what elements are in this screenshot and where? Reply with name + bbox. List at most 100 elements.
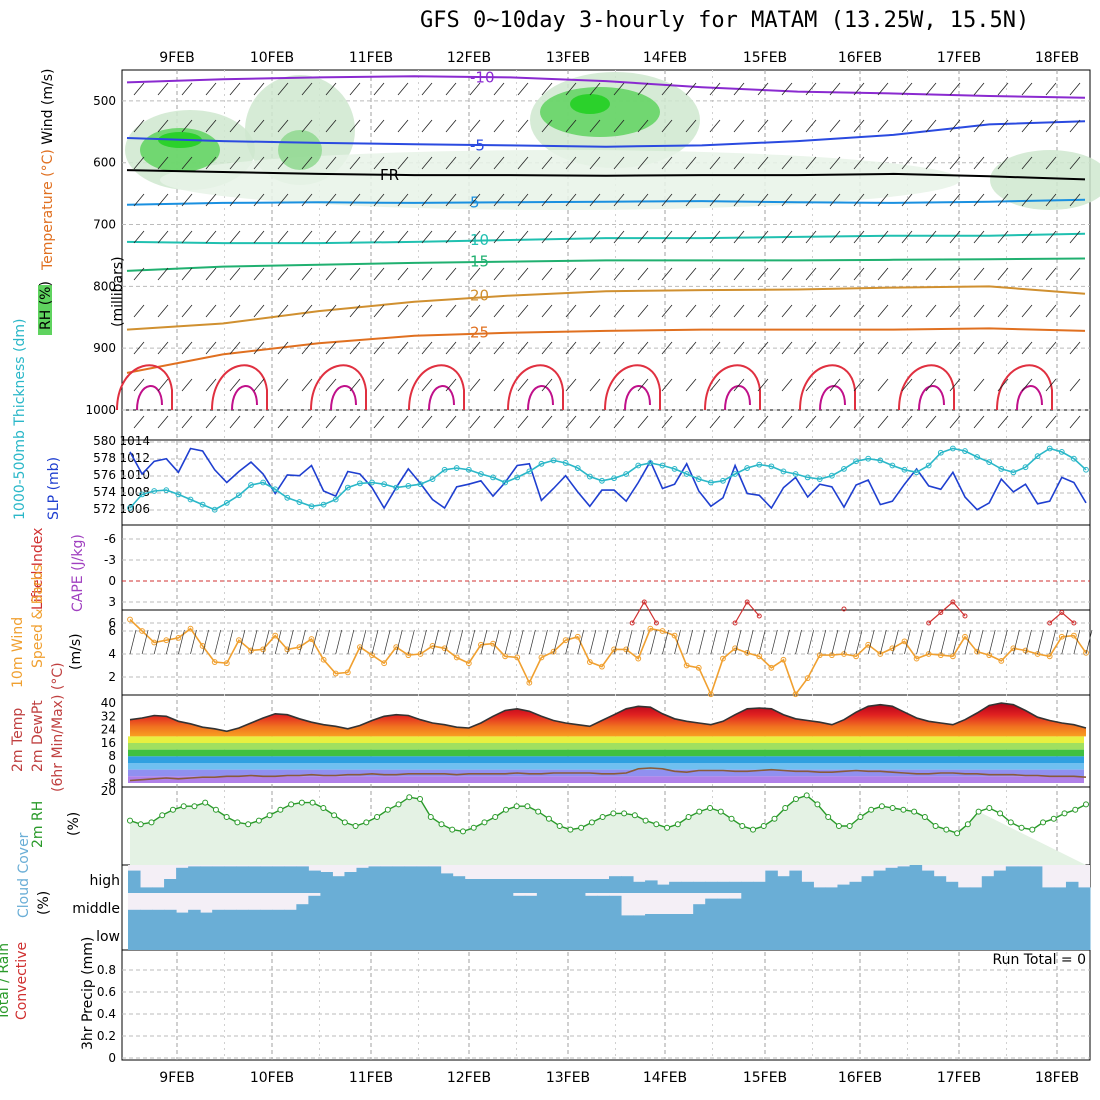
rh-point	[137, 821, 144, 828]
wind-barb	[493, 82, 505, 96]
wind-barb	[133, 415, 145, 429]
wind-barb	[493, 341, 505, 355]
wind-barb	[997, 156, 1009, 170]
rh-point	[288, 801, 295, 808]
wind-barb	[733, 304, 745, 318]
cloud-bar-high	[152, 887, 165, 893]
temp-tick: 16	[101, 736, 116, 750]
thickness-line-point	[768, 463, 775, 470]
wind-barb	[1045, 415, 1057, 429]
wind-barb	[661, 82, 673, 96]
cloud-bar-high	[753, 881, 766, 893]
cloud-bar-low	[657, 921, 670, 950]
surface-wind-barb	[577, 629, 585, 655]
wind-speed-line-point	[671, 632, 678, 639]
date-label-top: 18FEB	[1035, 50, 1079, 66]
thickness-line-point	[841, 466, 847, 472]
cloud-bar-low	[753, 921, 766, 950]
wind-barb	[829, 193, 841, 207]
rh-point	[1083, 801, 1089, 808]
rh-point	[717, 808, 724, 815]
rh-point	[857, 814, 864, 820]
wind-barb	[349, 193, 361, 207]
wind-speed-line-point	[417, 651, 424, 657]
wind-barb	[349, 82, 361, 96]
wind-barb	[781, 341, 793, 355]
wind-speed-line-point	[187, 625, 194, 632]
cloud-bar-high	[801, 881, 814, 893]
wind-speed-line-point	[744, 649, 751, 656]
thickness-line-point	[127, 505, 133, 511]
wind-barb	[685, 156, 697, 170]
wind-barb	[973, 341, 985, 355]
slp-tick: 1012	[119, 451, 150, 465]
hot-contour	[624, 385, 651, 411]
isotherm-25	[126, 327, 1086, 374]
wind-barb	[973, 230, 985, 244]
wind-barb	[301, 230, 313, 244]
wind-speed-line-point	[586, 659, 593, 665]
surface-wind-barb	[613, 629, 621, 655]
wind-barb	[757, 82, 769, 96]
cloud-bar-low	[380, 921, 394, 950]
wind-barb	[565, 304, 577, 318]
wind-barb	[469, 230, 481, 244]
cloud-bar-low	[476, 921, 490, 950]
wind-barb	[877, 267, 889, 281]
wind-barb	[973, 267, 985, 281]
date-label-bottom: 14FEB	[643, 1070, 687, 1086]
wind-barb	[349, 267, 361, 281]
wind-speed-line-point	[223, 660, 230, 667]
wind-barb	[133, 156, 145, 170]
precip-tick: 0.6	[97, 985, 116, 999]
wind-barb	[661, 378, 673, 392]
wind-barb	[205, 193, 217, 207]
cloud-bar-high	[825, 887, 838, 893]
isotherm-label: 20	[470, 287, 489, 305]
cloud-bar-middle	[1077, 893, 1091, 921]
cloud-bar-low	[705, 921, 718, 950]
cloud-bar-high	[1077, 887, 1091, 893]
wind-barb	[637, 341, 649, 355]
cloud-bar-low	[368, 921, 382, 950]
surface-wind-barb	[940, 629, 948, 655]
surface-wind-barb	[686, 629, 693, 655]
thickness-line-point	[332, 496, 339, 503]
cloud-bar-high	[645, 880, 658, 893]
wind-speed-line-point	[393, 644, 400, 650]
rh-point	[997, 810, 1004, 817]
rh-point	[298, 799, 305, 806]
wind-barb	[877, 119, 889, 133]
cloud-bar-low	[837, 921, 850, 950]
surface-wind-barb	[1025, 629, 1032, 655]
wind-barb	[253, 119, 265, 133]
wind-barb	[709, 415, 721, 429]
wind-barb	[589, 156, 601, 170]
wind-barb	[709, 267, 721, 281]
wind-barb	[637, 119, 649, 133]
cloud-bar-high	[596, 879, 610, 893]
wind-barb	[373, 267, 385, 281]
wind-barb	[181, 230, 193, 244]
wind-barb	[181, 415, 193, 429]
rh-point	[750, 826, 757, 833]
cloud-bar-low	[596, 921, 610, 950]
wind-barb	[181, 82, 193, 96]
wind-barb	[421, 230, 433, 244]
wind-barb	[517, 119, 529, 133]
wind-barb	[589, 378, 601, 392]
wind-speed-line-point	[1034, 651, 1041, 657]
wind-barb	[709, 119, 721, 133]
wind-barb	[1069, 156, 1081, 170]
wind-barb	[901, 378, 913, 392]
cloud-bar-high	[476, 879, 490, 893]
wind-speed-line-point	[441, 645, 448, 652]
wind-barb	[853, 156, 865, 170]
wind-barb	[973, 82, 985, 96]
cloud-bar-low	[885, 921, 899, 950]
wind-barb	[637, 304, 649, 318]
wind-barb	[517, 341, 529, 355]
rh-point	[739, 823, 746, 829]
wind-barb	[1021, 82, 1033, 96]
cloud-bar-low	[969, 921, 983, 950]
